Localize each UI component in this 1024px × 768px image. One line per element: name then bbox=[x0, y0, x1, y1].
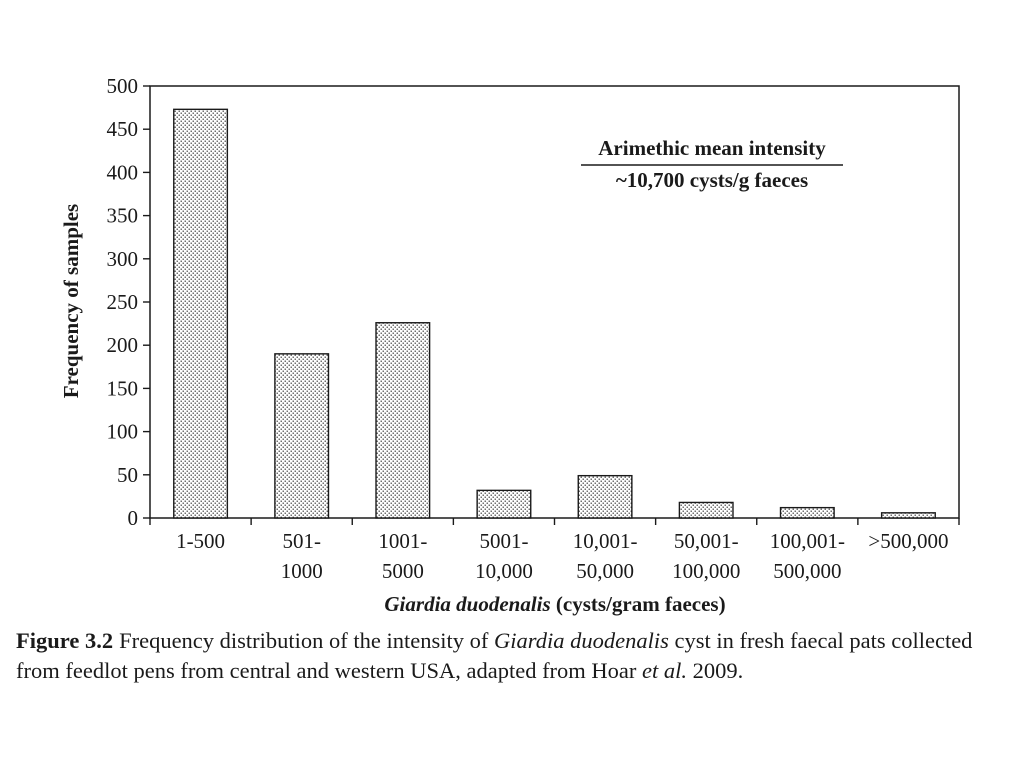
y-tick-label: 150 bbox=[107, 376, 139, 400]
x-axis-label: Giardia duodenalis (cysts/gram faeces) bbox=[384, 592, 725, 616]
y-tick-label: 400 bbox=[107, 160, 139, 184]
caption-text: Frequency distribution of the intensity … bbox=[16, 628, 972, 683]
x-tick-label: 1000 bbox=[281, 559, 323, 583]
x-tick-label: 100,000 bbox=[672, 559, 740, 583]
y-tick-label: 50 bbox=[117, 463, 138, 487]
caption-part: et al. bbox=[642, 658, 688, 683]
caption-part: Giardia duodenalis bbox=[494, 628, 669, 653]
bar bbox=[678, 501, 734, 519]
caption-part: Frequency distribution of the intensity … bbox=[119, 628, 495, 653]
caption-part: 2009. bbox=[687, 658, 744, 683]
y-tick-label: 0 bbox=[128, 506, 139, 530]
bar bbox=[274, 353, 330, 519]
annotation-line-1: Arimethic mean intensity bbox=[598, 136, 826, 160]
bar bbox=[375, 322, 431, 519]
x-tick-label: 1-500 bbox=[176, 529, 225, 553]
bar bbox=[476, 489, 532, 519]
bar bbox=[880, 512, 936, 519]
x-tick-label: 500,000 bbox=[773, 559, 841, 583]
x-tick-label: 5001- bbox=[479, 529, 528, 553]
x-axis-label-italic: Giardia duodenalis bbox=[384, 592, 550, 616]
annotation-line-2: ~10,700 cysts/g faeces bbox=[616, 168, 808, 192]
x-tick-label: 50,001- bbox=[674, 529, 739, 553]
figure-caption: Figure 3.2 Frequency distribution of the … bbox=[16, 626, 1016, 686]
x-tick-label: 501- bbox=[282, 529, 321, 553]
y-axis-label: Frequency of samples bbox=[59, 204, 83, 398]
y-tick-label: 500 bbox=[107, 74, 139, 98]
y-tick-label: 250 bbox=[107, 290, 139, 314]
bar bbox=[779, 506, 835, 519]
caption-part: cyst in fresh faecal pats collected from… bbox=[16, 628, 973, 683]
bar bbox=[577, 474, 633, 519]
x-tick-label: 10,001- bbox=[573, 529, 638, 553]
x-tick-label: 100,001- bbox=[770, 529, 845, 553]
y-tick-label: 300 bbox=[107, 247, 139, 271]
y-tick-label: 350 bbox=[107, 204, 139, 228]
x-axis-label-rest: (cysts/gram faeces) bbox=[551, 592, 726, 616]
figure-label: Figure 3.2 bbox=[16, 628, 114, 653]
plot-frame bbox=[149, 85, 960, 519]
bar bbox=[173, 108, 229, 519]
x-tick-label: >500,000 bbox=[868, 529, 948, 553]
x-tick-label: 5000 bbox=[382, 559, 424, 583]
x-tick-label: 1001- bbox=[378, 529, 427, 553]
x-tick-label: 10,000 bbox=[475, 559, 533, 583]
x-tick-label: 50,000 bbox=[576, 559, 634, 583]
y-tick-label: 100 bbox=[107, 420, 139, 444]
y-tick-label: 450 bbox=[107, 117, 139, 141]
y-tick-label: 200 bbox=[107, 333, 139, 357]
